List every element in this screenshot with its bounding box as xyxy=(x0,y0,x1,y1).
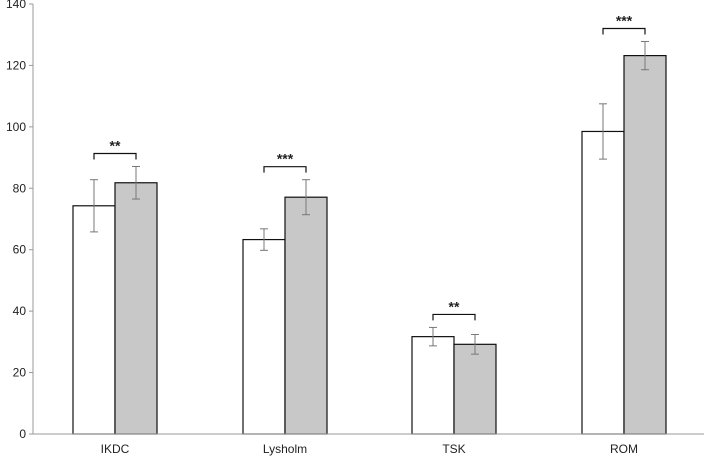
x-category-label: TSK xyxy=(442,442,465,456)
significance-label: *** xyxy=(616,12,633,28)
significance-label: ** xyxy=(449,298,460,314)
y-tick-label: 140 xyxy=(6,0,26,11)
bars xyxy=(72,54,667,435)
significance-markers: ********** xyxy=(93,12,646,321)
bar xyxy=(453,343,497,435)
y-tick-label: 0 xyxy=(19,427,26,441)
significance-label: *** xyxy=(277,151,294,167)
bar xyxy=(411,336,455,435)
bar xyxy=(284,196,328,435)
significance-bracket xyxy=(263,166,307,173)
y-tick-label: 60 xyxy=(13,243,27,257)
error-bars xyxy=(90,40,649,355)
y-tick-label: 20 xyxy=(13,366,27,380)
significance-bracket xyxy=(93,152,137,160)
y-tick-label: 120 xyxy=(6,58,26,72)
y-tick-label: 40 xyxy=(13,304,27,318)
bar xyxy=(623,54,667,435)
y-axis: 0 20 40 60 80 100 120 140 xyxy=(6,0,34,441)
x-category-label: ROM xyxy=(610,442,638,456)
bar xyxy=(114,182,158,435)
significance-label: ** xyxy=(110,137,121,153)
bar xyxy=(242,238,286,435)
significance-bracket xyxy=(602,27,646,35)
x-category-label: IKDC xyxy=(101,442,130,456)
significance-bracket xyxy=(432,313,476,321)
bar xyxy=(581,130,625,435)
x-category-label: Lysholm xyxy=(263,442,307,456)
bar xyxy=(72,205,116,435)
x-axis: IKDC Lysholm TSK ROM xyxy=(33,433,704,456)
y-tick-label: 80 xyxy=(13,181,27,195)
y-tick-label: 100 xyxy=(6,120,26,134)
